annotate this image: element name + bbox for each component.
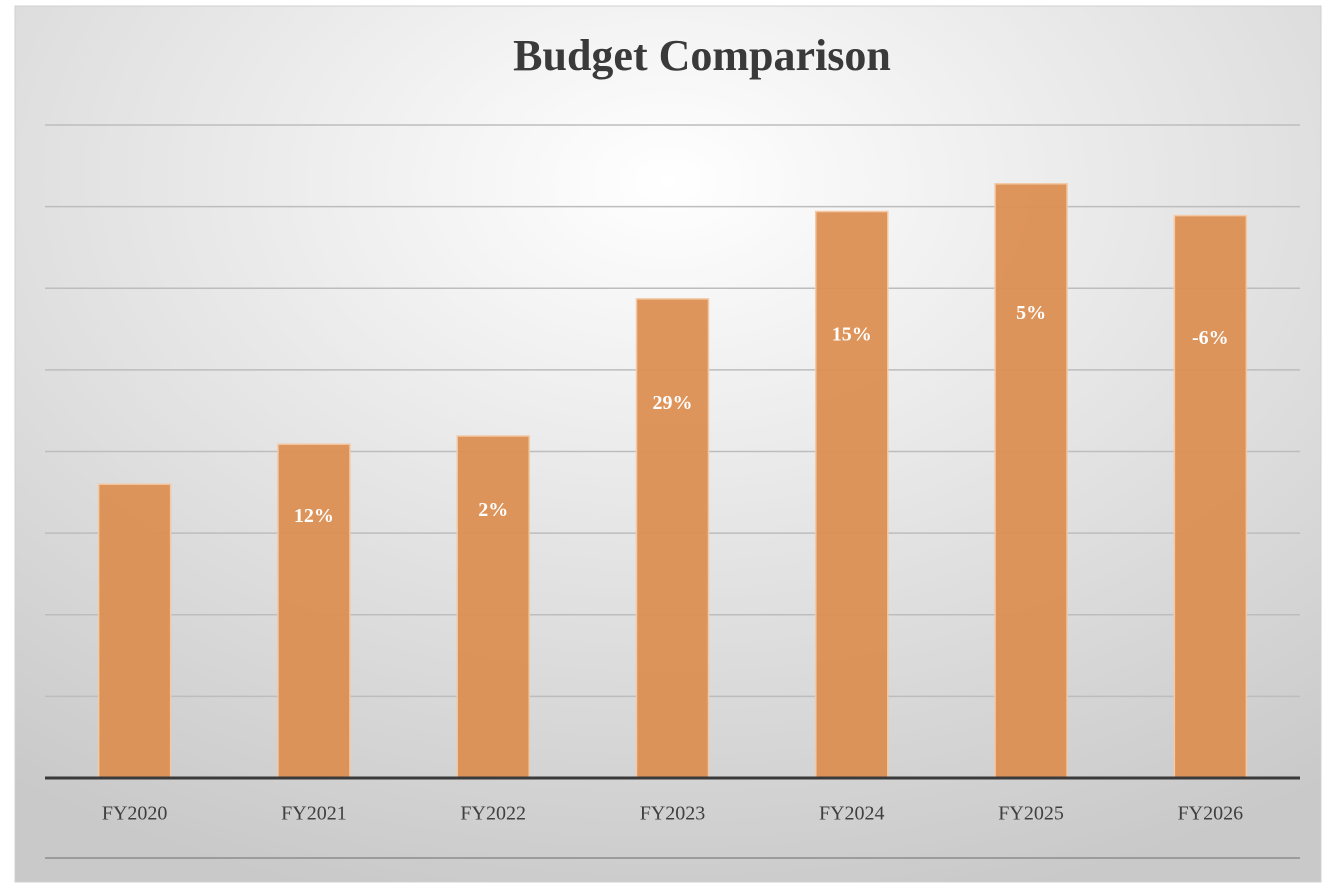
change-label: 29% [653,392,693,414]
bar [277,443,351,779]
bar [815,210,889,779]
x-tick-label: FY2024 [819,803,885,825]
x-tick-label: FY2022 [460,803,526,825]
change-label: 12% [294,505,334,527]
bar [994,183,1068,779]
x-tick-label: FY2020 [102,803,168,825]
x-tick-label: FY2026 [1178,803,1244,825]
change-label: 15% [832,324,872,346]
change-label: 5% [1016,302,1046,324]
change-label: -6% [1192,327,1229,349]
x-tick-label: FY2025 [998,803,1064,825]
bar [456,435,530,779]
bar [635,298,710,779]
x-tick-label: FY2021 [281,803,347,825]
bar [1173,214,1248,779]
chart-title: Budget Comparison [513,31,891,80]
bar [97,483,172,779]
x-tick-label: FY2023 [640,803,706,825]
change-label: 2% [478,499,508,521]
